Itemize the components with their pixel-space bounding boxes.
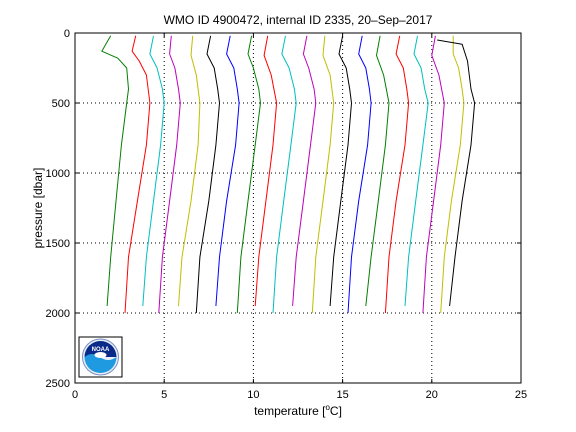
profile-line-3: [142, 35, 165, 307]
profile-line-17: [404, 35, 429, 307]
x-tick-label: 25: [515, 389, 527, 401]
plot-area: [75, 33, 521, 383]
x-tick-label: 20: [426, 389, 438, 401]
noaa-logo-wave: [84, 354, 117, 373]
profile-line-18: [422, 35, 445, 314]
x-axis-label-prefix: temperature [: [254, 404, 326, 418]
noaa-logo-text: NOAA: [92, 347, 110, 353]
profile-line-19: [440, 35, 465, 314]
profile-line-10: [272, 35, 297, 314]
profile-line-2: [124, 35, 151, 314]
profile-line-13: [329, 35, 352, 307]
y-tick-label: 1000: [46, 168, 70, 180]
profile-line-4: [158, 35, 181, 314]
profile-line-5: [178, 35, 201, 307]
x-axis-label: temperature [oC]: [254, 403, 342, 418]
profile-line-7: [215, 35, 240, 307]
x-axis-label-degree: o: [325, 403, 330, 412]
profile-line-8: [236, 35, 261, 314]
series-layer: [101, 35, 476, 314]
y-tick-label: 500: [52, 98, 70, 110]
plot-frame: [74, 32, 522, 384]
y-axis-label: pressure [dbar]: [31, 168, 45, 249]
chart-title: WMO ID 4900472, internal ID 2335, 20–Sep…: [164, 13, 433, 27]
x-axis-label-suffix: C]: [330, 404, 342, 418]
profile-line-12: [311, 35, 335, 314]
x-tick-label: 15: [336, 389, 348, 401]
profile-line-1: [101, 35, 129, 307]
x-tick-label: 5: [161, 389, 167, 401]
profile-line-9: [254, 35, 278, 307]
profile-line-11: [292, 35, 317, 307]
noaa-logo-sky: [84, 341, 117, 357]
profile-line-16: [384, 35, 410, 314]
axis-ticks: 0 5 10 15 20 25 0 500 1000 1500 2000 2500: [46, 28, 528, 401]
profile-line-15: [365, 35, 390, 307]
y-tick-label: 1500: [46, 238, 70, 250]
noaa-logo-gull: [94, 352, 107, 358]
x-tick-label: 0: [72, 389, 78, 401]
y-tick-label: 2000: [46, 308, 70, 320]
profile-line-6: [195, 35, 220, 314]
profile-line-20: [437, 39, 476, 307]
profile-line-14: [347, 35, 372, 314]
y-tick-label: 0: [64, 28, 70, 40]
x-tick-label: 10: [247, 389, 259, 401]
y-tick-label: 2500: [46, 378, 70, 390]
noaa-logo: NOAA: [78, 336, 123, 378]
